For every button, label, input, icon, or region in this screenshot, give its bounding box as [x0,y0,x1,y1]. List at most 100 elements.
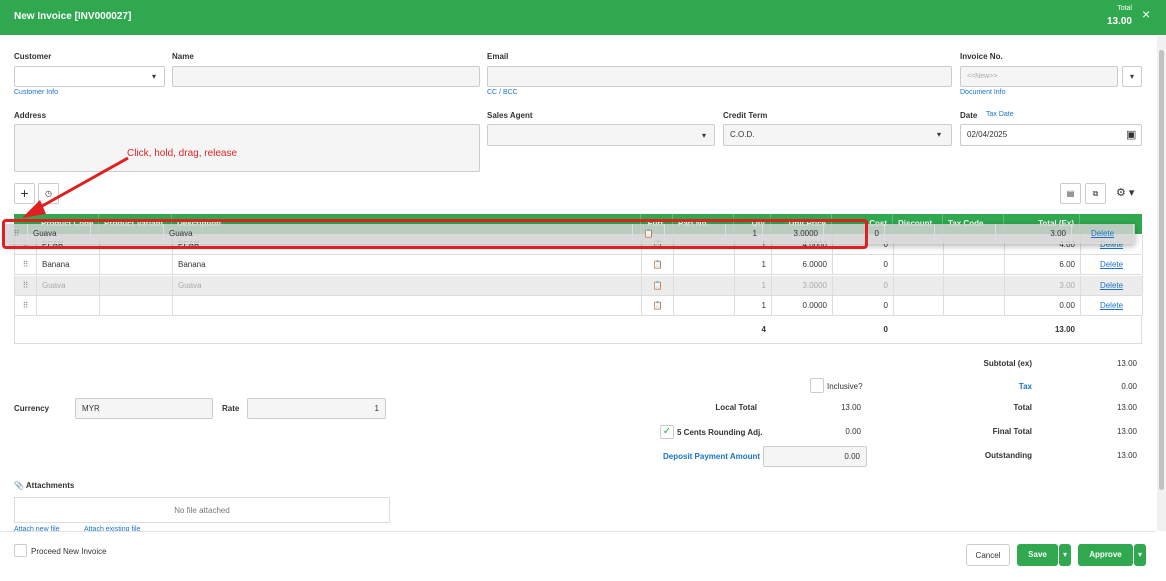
attachments-title: 📎 Attachments [14,481,75,490]
cell-qty: 1 [735,255,772,275]
furt-icon[interactable]: 📋 [642,235,674,254]
name-label: Name [172,52,194,61]
customer-info-link[interactable]: Customer Info [14,89,58,96]
approve-dropdown[interactable]: ▾ [1134,544,1146,566]
cell-description [173,295,642,315]
drag-handle[interactable]: ⠿ [15,255,37,275]
cell-discount [894,235,944,254]
totals-row: 4 0 13.00 [14,316,1142,344]
page-title: New Invoice [INV000027] [14,11,132,22]
date-input[interactable]: 02/04/2025 [960,124,1142,146]
cell-unit-price: 3.0000 [772,275,833,295]
invoice-no-dropdown[interactable]: ▾ [1122,66,1142,87]
drag-handle[interactable]: ⠿ [15,295,37,315]
attach-new-link[interactable]: Attach new file [14,526,60,533]
cell-code [37,295,100,315]
tax-label[interactable]: Tax [1018,382,1032,391]
cell-description: Guava [164,224,633,243]
address-input[interactable] [14,124,480,172]
credit-term-select[interactable]: C.O.D. [723,124,952,146]
save-button[interactable]: Save [1017,544,1058,566]
cell-code: Banana [37,255,100,275]
annotation-text: Click, hold, drag, release [127,148,238,159]
delete-link[interactable]: Delete [1081,295,1143,315]
cell-discount [885,224,935,243]
currency-input[interactable]: MYR [75,398,213,419]
total-value: 13.00 [1106,16,1132,27]
proceed-checkbox[interactable] [14,544,27,557]
cell-tax-code [944,275,1005,295]
rounding-label: 5 Cents Rounding Adj. [677,428,763,437]
drag-handle[interactable]: ⠿ [15,235,37,254]
credit-term-label: Credit Term [723,111,768,120]
local-total-label: Local Total [715,403,757,412]
final-total-value: 13.00 [1116,427,1137,436]
cell-part-no [674,255,735,275]
attachments-box: No file attached [14,497,390,523]
approve-button[interactable]: Approve [1078,544,1133,566]
local-total-value: 13.00 [840,403,861,412]
furt-icon[interactable]: 📋 [642,275,674,295]
add-row-button[interactable]: + [14,183,35,204]
furt-icon[interactable]: 📋 [633,224,665,243]
total-cost: 0 [883,325,888,334]
customer-label: Customer [14,52,52,61]
arrow-head [22,200,46,218]
tax-date-link[interactable]: Tax Date [986,111,1014,118]
close-button[interactable]: × [1142,6,1151,22]
subtotal-value: 13.00 [1116,359,1137,368]
deposit-label[interactable]: Deposit Payment Amount [663,452,761,461]
cell-code: PEAR [37,235,100,254]
email-input[interactable] [487,66,952,87]
furt-icon[interactable]: 📋 [642,295,674,315]
print-button[interactable]: ▤ [1060,183,1081,204]
cell-variant [100,235,173,254]
cell-part-no [674,295,735,315]
scroll-thumb[interactable] [1159,50,1164,490]
name-input[interactable] [172,66,480,87]
cell-description: PEAR [173,235,642,254]
cell-qty: 1 [735,235,772,254]
save-dropdown[interactable]: ▾ [1059,544,1071,566]
outstanding-value: 13.00 [1116,451,1137,460]
delete-link[interactable]: Delete [1081,235,1143,254]
rounding-checkbox[interactable]: ✓ [660,425,674,439]
deposit-input[interactable]: 0.00 [763,446,867,467]
date-label: Date [960,111,978,120]
scrollbar [1157,36,1166,531]
rounding-value: 0.00 [845,427,861,436]
rate-input[interactable]: 1 [247,398,386,419]
dragged-row: ⠿ Guava Guava 📋 1 3.0000 0 3.00 Delete [5,224,1135,244]
cell-total: 4.00 [1005,235,1081,254]
delete-link[interactable]: Delete [1072,224,1134,243]
attachments-text: Attachments [25,481,75,490]
attach-existing-link[interactable]: Attach existing file [84,526,141,533]
furt-icon[interactable]: 📋 [642,255,674,275]
cancel-button[interactable]: Cancel [966,544,1010,566]
customer-select[interactable]: ▾ [14,66,165,87]
invoice-no-input[interactable]: <<New>> [960,66,1118,87]
cc-bcc-link[interactable]: CC / BCC [487,89,518,96]
footer-bar [0,531,1156,581]
annotation-arrow [34,156,129,212]
cell-discount [894,255,944,275]
final-total-label: Final Total [992,427,1032,436]
cell-cost: 0 [824,224,885,243]
settings-button[interactable]: ⚙ ▾ [1116,187,1135,199]
copy-button[interactable]: ⧉ [1085,183,1106,204]
inclusive-checkbox[interactable] [810,378,824,393]
sales-agent-select[interactable]: ▾ [487,124,715,146]
drag-handle[interactable]: ⠿ [15,275,37,295]
document-info-link[interactable]: Document Info [960,89,1006,96]
table-row: ⠿ PEAR PEAR 📋 1 4.0000 0 4.00 Delete [14,235,1143,255]
delete-link[interactable]: Delete [1081,255,1143,275]
delete-link[interactable]: Delete [1081,275,1143,295]
drag-handle[interactable]: ⠿ [6,224,28,243]
cell-cost: 0 [833,275,894,295]
calendar-icon[interactable]: ▣ [1126,129,1137,141]
cell-tax-code [944,235,1005,254]
total-label: Total [1013,403,1032,412]
